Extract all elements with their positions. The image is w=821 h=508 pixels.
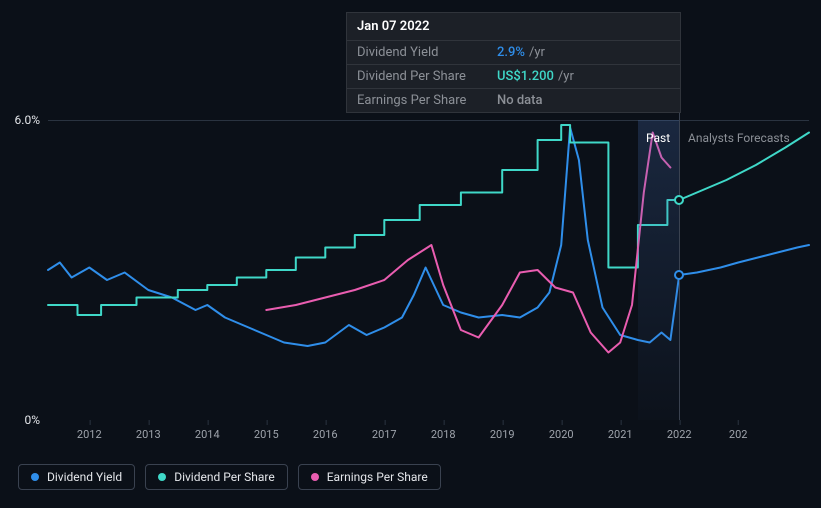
x-tick-label: 2018	[431, 428, 456, 441]
tooltip-row-value: US$1.200	[497, 69, 554, 84]
legend-item-dividend-yield[interactable]: Dividend Yield	[18, 464, 135, 490]
x-tick-label: 2020	[549, 428, 574, 441]
tooltip-row-label: Dividend Yield	[357, 45, 497, 60]
x-tick-label: 2017	[372, 428, 397, 441]
tooltip-row-value: 2.9%	[497, 45, 525, 60]
x-tick-label: 2021	[608, 428, 633, 441]
x-tick-label: 2019	[490, 428, 515, 441]
x-tick-label: 2022	[667, 428, 692, 441]
legend-item-label: Dividend Per Share	[174, 470, 275, 484]
tooltip-row: Dividend Per Share US$1.200/yr	[347, 65, 680, 89]
tooltip-row-value: No data	[497, 93, 543, 108]
legend-item-dividend-per-share[interactable]: Dividend Per Share	[145, 464, 288, 490]
region-label-forecast: Analysts Forecasts	[688, 131, 790, 145]
tooltip-row-unit: /yr	[558, 69, 574, 84]
tooltip-date: Jan 07 2022	[347, 13, 680, 41]
legend-item-label: Dividend Yield	[47, 470, 122, 484]
x-tick-label: 2014	[195, 428, 220, 441]
x-axis: 2012 2013 2014 2015 2016 2017 2018 2019 2020 2021…	[48, 428, 809, 448]
chart-container: Jan 07 2022 Dividend Yield 2.9% /yr Divid…	[0, 0, 821, 508]
x-tick-label: 2015	[254, 428, 279, 441]
tooltip-row-unit: /yr	[529, 45, 545, 60]
tooltip-row-label: Earnings Per Share	[357, 93, 497, 108]
legend-dot-icon	[311, 473, 319, 481]
region-label-past: Past	[646, 131, 670, 145]
x-tick-label: 2012	[77, 428, 102, 441]
x-tick-label: 2016	[313, 428, 338, 441]
chart-plot-area[interactable]: 6.0% 0%	[48, 120, 809, 420]
y-tick-label: 6.0%	[15, 113, 48, 127]
x-tick-label: 2013	[136, 428, 161, 441]
series-line	[48, 128, 809, 347]
x-tick-label: 202	[729, 428, 748, 441]
legend-dot-icon	[158, 473, 166, 481]
legend-item-label: Earnings Per Share	[327, 470, 428, 484]
legend-item-earnings-per-share[interactable]: Earnings Per Share	[298, 464, 441, 490]
chart-tooltip: Jan 07 2022 Dividend Yield 2.9% /yr Divid…	[346, 12, 681, 113]
tooltip-row: Earnings Per Share No data	[347, 89, 680, 112]
hover-vertical-line	[679, 100, 680, 420]
chart-legend: Dividend Yield Dividend Per Share Earnin…	[18, 464, 441, 490]
series-marker	[674, 195, 684, 205]
present-shade-band	[638, 120, 679, 420]
chart-svg	[48, 120, 809, 420]
series-line	[48, 125, 809, 315]
series-marker	[674, 270, 684, 280]
tooltip-row-label: Dividend Per Share	[357, 69, 497, 84]
y-tick-label: 0%	[24, 413, 48, 427]
legend-dot-icon	[31, 473, 39, 481]
tooltip-row: Dividend Yield 2.9% /yr	[347, 41, 680, 65]
